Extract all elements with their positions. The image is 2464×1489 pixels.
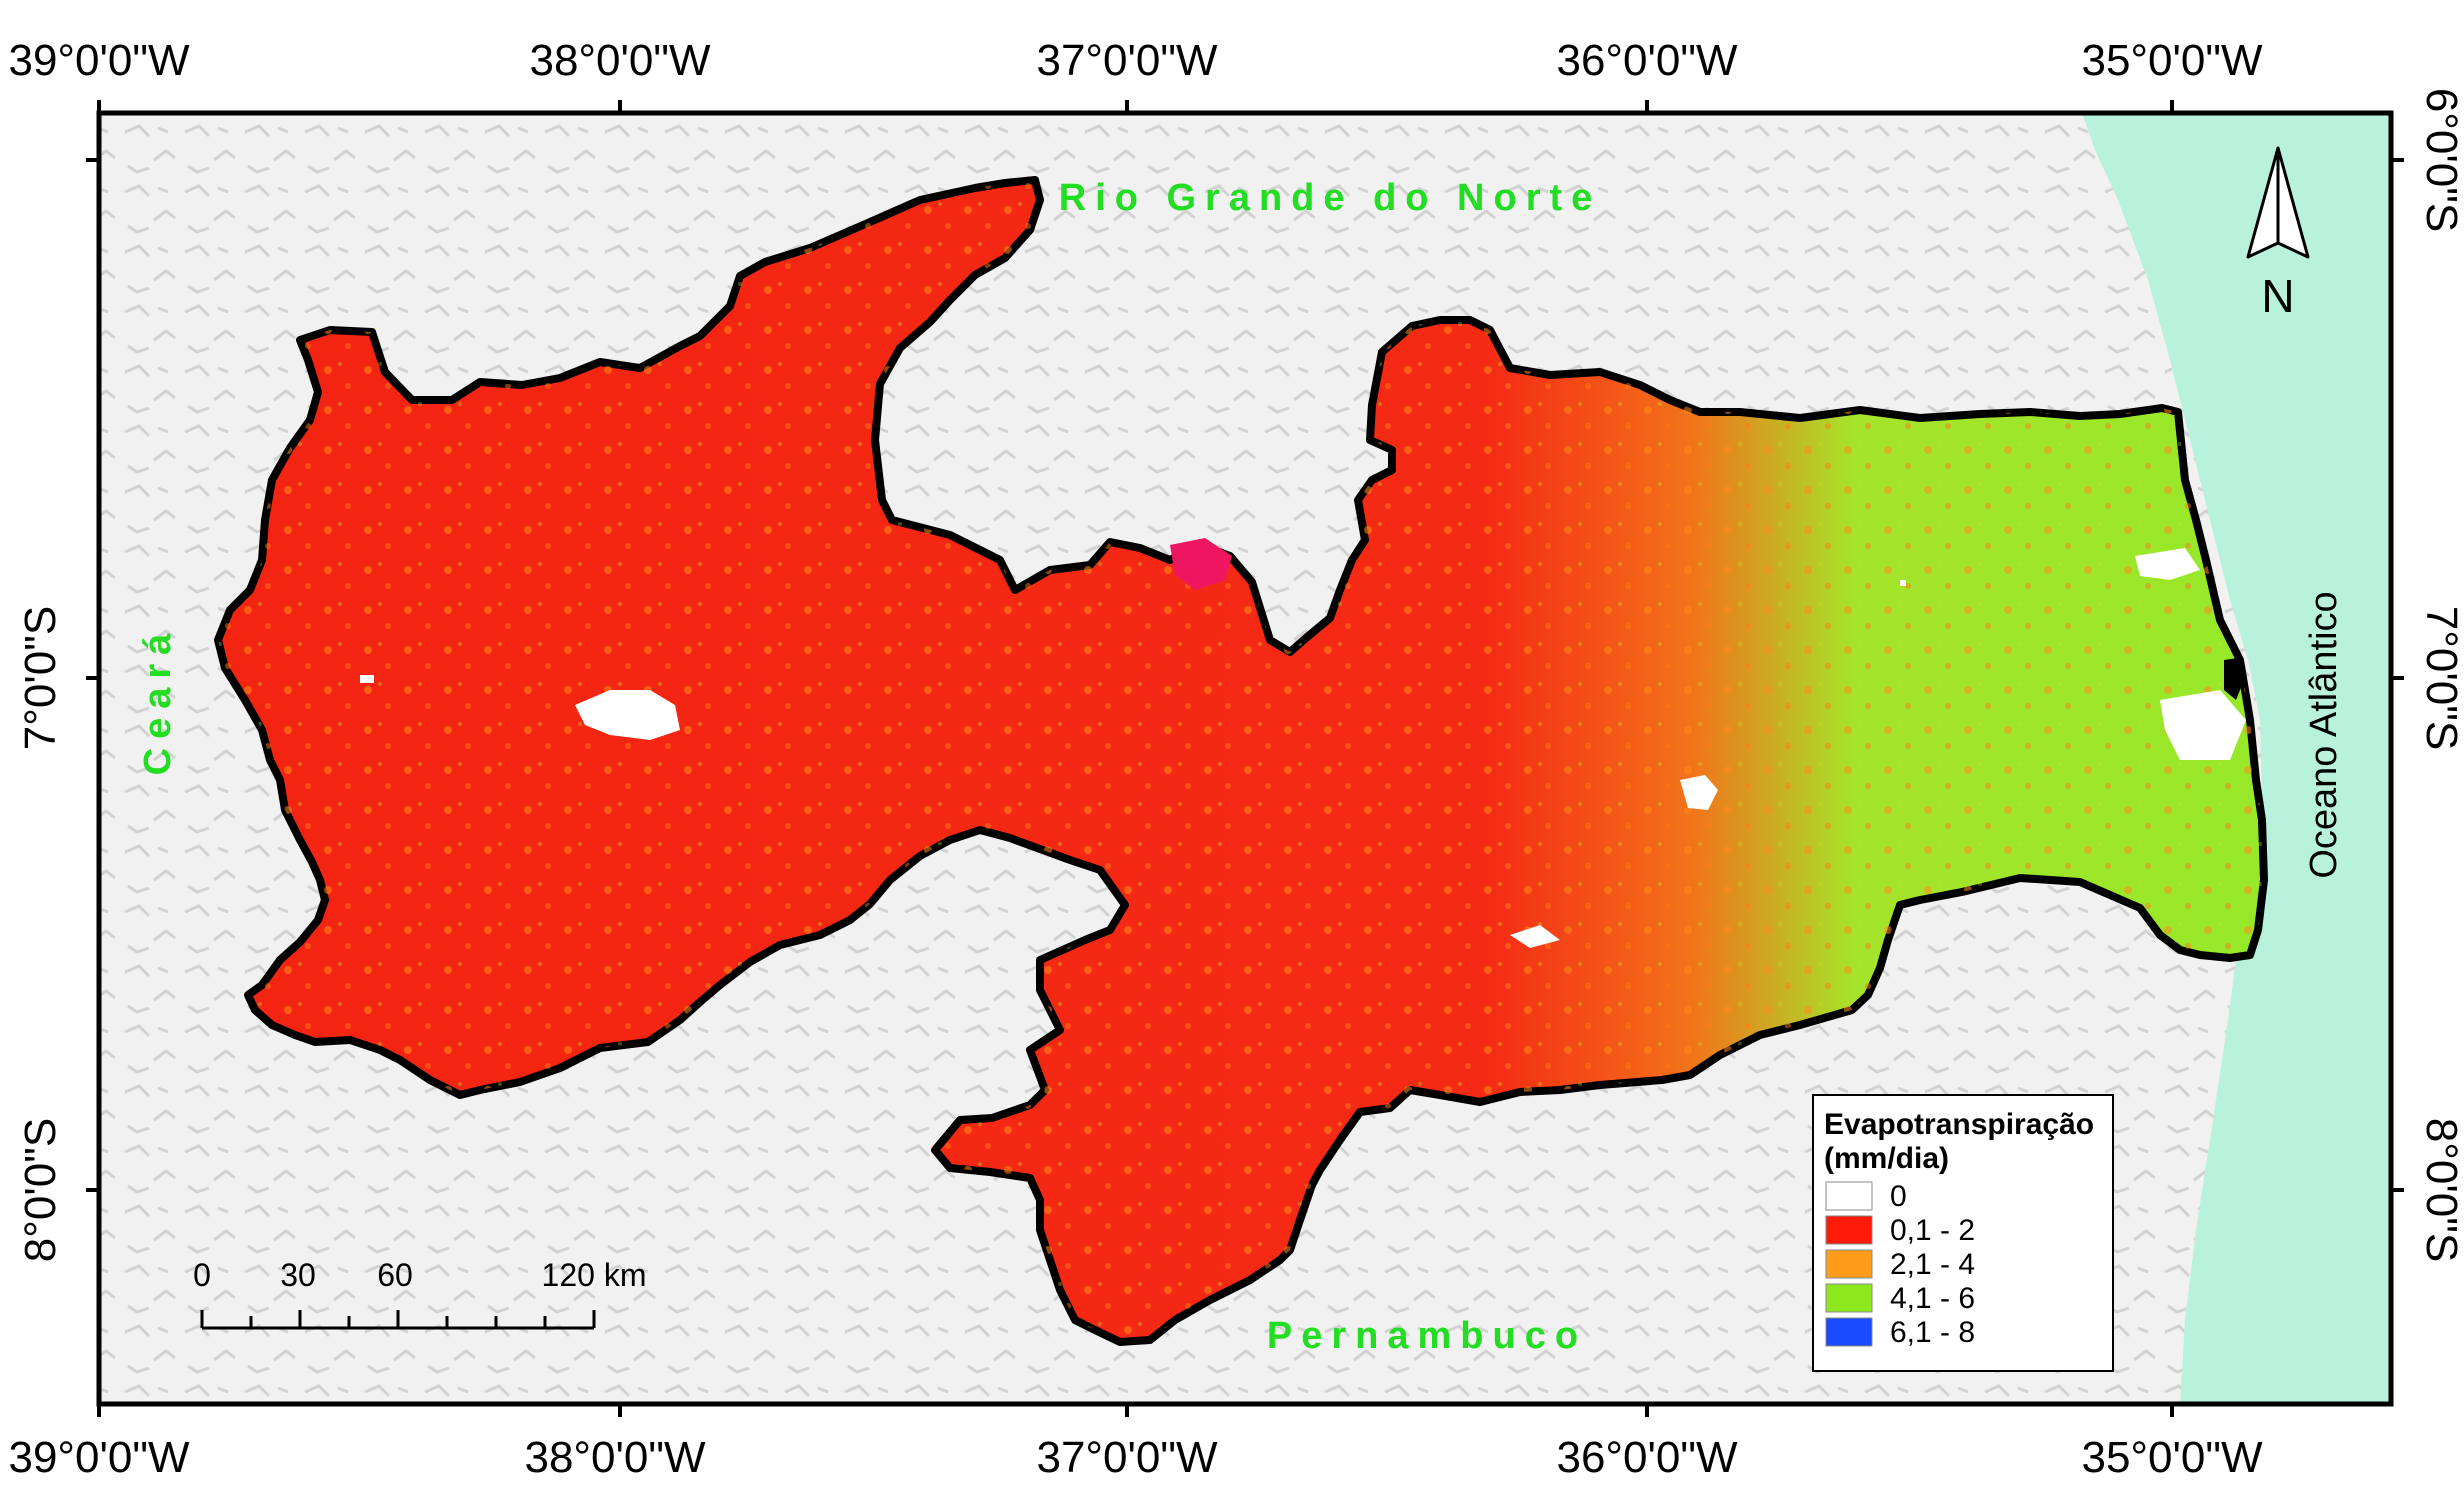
legend-item-label: 6,1 - 8 xyxy=(1890,1316,1975,1349)
legend-item-label: 0,1 - 2 xyxy=(1890,1214,1975,1247)
state-speckle-texture xyxy=(218,180,2264,1342)
scale-label: 60 xyxy=(377,1257,413,1293)
ocean xyxy=(2082,113,2391,1404)
graticule-ticks xyxy=(86,100,2404,1417)
lat-label-right: 6°0'0"S xyxy=(2417,88,2464,232)
north-arrow-half xyxy=(2276,146,2310,259)
no-data-patches xyxy=(360,548,2246,948)
lon-label-top: 36°0'0"W xyxy=(1556,36,1737,85)
coastal-island xyxy=(2224,658,2244,700)
lat-label-right: 7°0'0"S xyxy=(2417,606,2464,750)
lat-label-left: 8°0'0"S xyxy=(16,1118,65,1262)
longitude-labels-top: 39°0'0"W 38°0'0"W 37°0'0"W 36°0'0"W 35°0… xyxy=(8,36,2262,85)
legend-swatch xyxy=(1825,1215,1873,1245)
north-arrow: N xyxy=(2246,146,2310,322)
scale-label: 0 xyxy=(193,1257,211,1293)
legend-item-label: 4,1 - 6 xyxy=(1890,1282,1975,1315)
scale-bar-ticks xyxy=(200,1310,596,1328)
lon-label-bottom: 39°0'0"W xyxy=(8,1433,189,1482)
longitude-labels-bottom: 39°0'0"W 38°0'0"W 37°0'0"W 36°0'0"W 35°0… xyxy=(8,1433,2262,1482)
legend-swatch xyxy=(1825,1249,1873,1279)
label-ceara: Ceará xyxy=(137,625,179,776)
latitude-labels-right: 6°0'0"S 7°0'0"S 8°0'0"S xyxy=(2417,88,2464,1262)
legend-swatch xyxy=(1825,1181,1873,1211)
lon-label-bottom: 36°0'0"W xyxy=(1556,1433,1737,1482)
legend-title: Evapotranspiração xyxy=(1824,1108,2094,1141)
lon-label-bottom: 38°0'0"W xyxy=(524,1433,705,1482)
latitude-labels-left: 7°0'0"S 8°0'0"S xyxy=(16,606,65,1262)
lon-label-top: 37°0'0"W xyxy=(1036,36,1217,85)
label-rio-grande-do-norte: Rio Grande do Norte xyxy=(1059,177,1602,219)
scale-bar: 0 30 60 120 km xyxy=(193,1257,647,1330)
legend-items: 00,1 - 22,1 - 44,1 - 66,1 - 8 xyxy=(1825,1180,1975,1349)
lon-label-top: 38°0'0"W xyxy=(529,36,710,85)
legend-swatch xyxy=(1825,1317,1873,1347)
north-arrow-label: N xyxy=(2261,270,2294,322)
lon-label-bottom: 37°0'0"W xyxy=(1036,1433,1217,1482)
legend-item-label: 0 xyxy=(1890,1180,1907,1213)
map-area xyxy=(99,113,2391,1404)
legend-item-label: 2,1 - 4 xyxy=(1890,1248,1975,1281)
scale-label: 30 xyxy=(280,1257,316,1293)
label-pernambuco: Pernambuco xyxy=(1267,1315,1587,1357)
lat-label-right: 8°0'0"S xyxy=(2417,1118,2464,1262)
lon-label-top: 35°0'0"W xyxy=(2081,36,2262,85)
legend-swatch xyxy=(1825,1283,1873,1313)
reservoir-spot xyxy=(1170,538,1232,590)
legend-subtitle: (mm/dia) xyxy=(1824,1142,1949,1175)
label-oceano-atlantico: Oceano Atlântico xyxy=(2303,591,2345,878)
lat-label-left: 7°0'0"S xyxy=(16,606,65,750)
scale-label: 120 km xyxy=(542,1257,647,1293)
lon-label-top: 39°0'0"W xyxy=(8,36,189,85)
lon-label-bottom: 35°0'0"W xyxy=(2081,1433,2262,1482)
map-frame xyxy=(96,110,2394,1407)
legend: Evapotranspiração (mm/dia) 00,1 - 22,1 -… xyxy=(1812,1094,2114,1372)
